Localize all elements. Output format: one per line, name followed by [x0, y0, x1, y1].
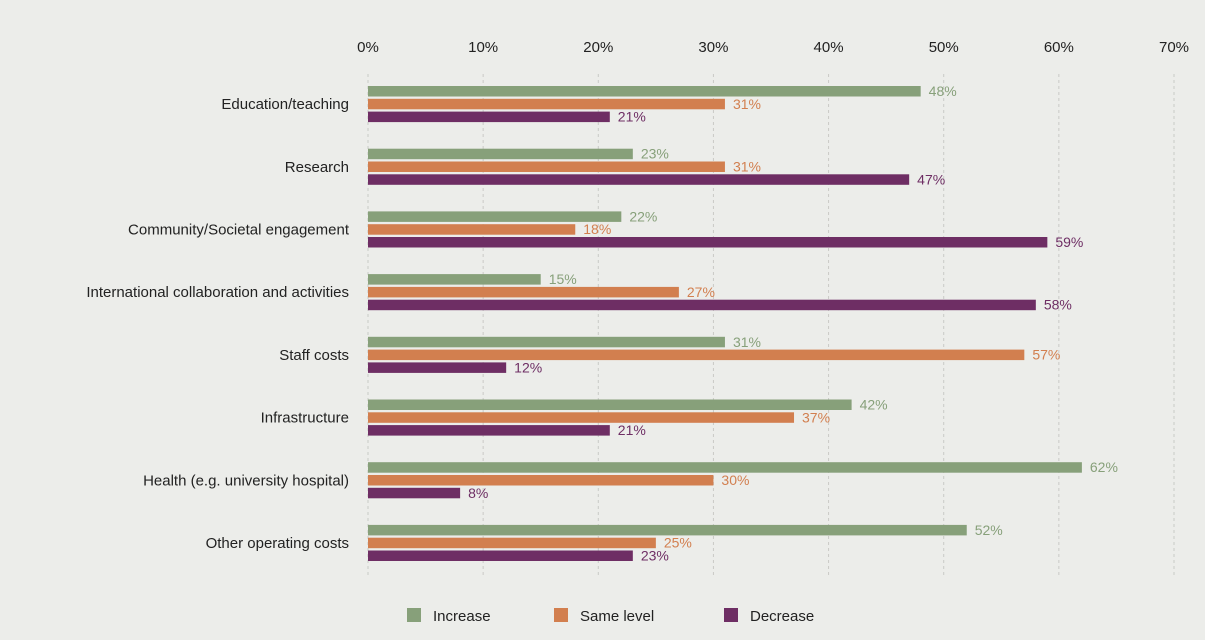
legend-swatch: [554, 608, 568, 622]
category-label: Infrastructure: [261, 410, 349, 427]
data-label: 62%: [1090, 459, 1118, 475]
data-label: 15%: [549, 271, 577, 287]
data-label: 30%: [721, 472, 749, 488]
bar-same-level: [368, 475, 713, 486]
data-label: 22%: [629, 208, 657, 224]
bar-decrease: [368, 237, 1047, 248]
data-label: 58%: [1044, 297, 1072, 313]
data-label: 21%: [618, 422, 646, 438]
data-label: 8%: [468, 485, 488, 501]
bar-decrease: [368, 488, 460, 499]
x-tick-label: 30%: [698, 39, 728, 56]
legend: Increase Same level Decrease: [407, 608, 814, 625]
bar-same-level: [368, 99, 725, 110]
data-label: 12%: [514, 359, 542, 375]
x-tick-label: 0%: [357, 39, 379, 56]
bar-decrease: [368, 174, 909, 185]
legend-label: Same level: [580, 608, 654, 625]
bar-increase: [368, 274, 541, 285]
bar-same-level: [368, 538, 656, 549]
bar-same-level: [368, 350, 1024, 361]
bar-increase: [368, 400, 852, 411]
data-label: 52%: [975, 522, 1003, 538]
data-label: 31%: [733, 96, 761, 112]
data-label: 21%: [618, 109, 646, 125]
data-label: 27%: [687, 284, 715, 300]
data-label: 37%: [802, 409, 830, 425]
category-label: Other operating costs: [206, 535, 349, 552]
bar-decrease: [368, 300, 1036, 311]
bar-same-level: [368, 224, 575, 235]
category-label: Research: [285, 159, 349, 176]
data-label: 23%: [641, 548, 669, 564]
legend-label: Decrease: [750, 608, 814, 625]
data-label: 31%: [733, 334, 761, 350]
bar-same-level: [368, 162, 725, 173]
x-tick-label: 40%: [814, 39, 844, 56]
category-label: International collaboration and activiti…: [86, 284, 349, 301]
legend-swatch: [407, 608, 421, 622]
category-label: Health (e.g. university hospital): [143, 472, 349, 489]
bar-decrease: [368, 551, 633, 562]
data-label: 59%: [1055, 234, 1083, 250]
data-label: 31%: [733, 159, 761, 175]
bar-increase: [368, 337, 725, 348]
bar-increase: [368, 86, 921, 97]
bar-decrease: [368, 425, 610, 436]
bar-increase: [368, 149, 633, 160]
data-label: 42%: [860, 397, 888, 413]
x-tick-label: 60%: [1044, 39, 1074, 56]
bar-decrease: [368, 362, 506, 373]
bar-decrease: [368, 112, 610, 123]
data-label: 48%: [929, 83, 957, 99]
data-label: 57%: [1032, 347, 1060, 363]
data-label: 47%: [917, 171, 945, 187]
category-labels: Education/teaching Research Community/Soci…: [86, 96, 350, 552]
category-label: Education/teaching: [221, 96, 349, 113]
bar-same-level: [368, 412, 794, 423]
data-label: 23%: [641, 146, 669, 162]
bar-same-level: [368, 287, 679, 298]
data-label: 18%: [583, 221, 611, 237]
x-tick-label: 50%: [929, 39, 959, 56]
x-tick-label: 20%: [583, 39, 613, 56]
category-label: Community/Societal engagement: [128, 221, 350, 238]
legend-swatch: [724, 608, 738, 622]
x-tick-label: 10%: [468, 39, 498, 56]
category-label: Staff costs: [279, 347, 349, 364]
x-tick-label: 70%: [1159, 39, 1189, 56]
x-axis-ticks: 0% 10% 20% 30% 40% 50% 60% 70%: [357, 39, 1189, 56]
legend-label: Increase: [433, 608, 491, 625]
